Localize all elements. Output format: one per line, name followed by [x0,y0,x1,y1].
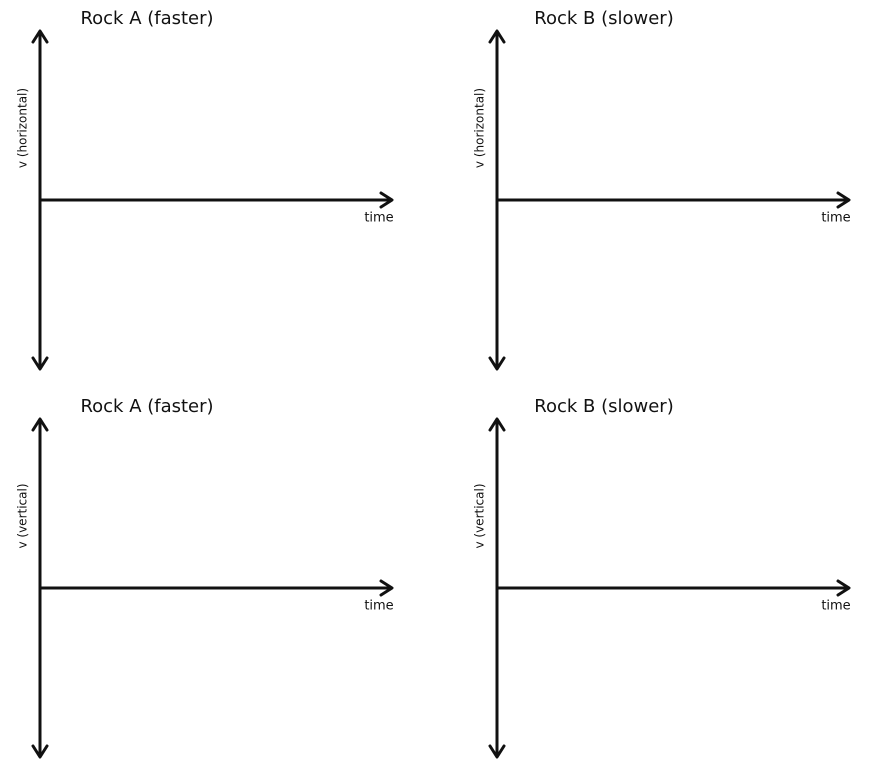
arrow-head [488,417,506,432]
arrow-head [379,579,394,597]
y-axis-label: v (vertical) [16,483,30,548]
x-axis-label: time [821,211,850,226]
arrow-head [836,191,851,209]
y-axis-label: v (horizontal) [16,88,30,168]
arrow-head [31,356,49,371]
arrow-head [836,579,851,597]
arrow-head [379,191,394,209]
arrow-head [31,744,49,759]
panel-title: Rock A (faster) [80,8,213,29]
panel: Rock A (faster) v (vertical) time [16,396,394,759]
arrow-head [31,29,49,44]
x-axis-label: time [821,599,850,614]
arrow-head [488,744,506,759]
panel: Rock A (faster) v (horizontal) time [16,8,394,371]
x-axis-label: time [364,211,393,226]
arrow-head [488,356,506,371]
y-axis-label: v (vertical) [473,483,487,548]
panel-title: Rock B (slower) [534,396,673,417]
x-axis-label: time [364,599,393,614]
panel-title: Rock A (faster) [80,396,213,417]
arrow-head [31,417,49,432]
panel: Rock B (slower) v (horizontal) time [473,8,851,371]
panel-title: Rock B (slower) [534,8,673,29]
panel: Rock B (slower) v (vertical) time [473,396,851,759]
arrow-head [488,29,506,44]
y-axis-label: v (horizontal) [473,88,487,168]
